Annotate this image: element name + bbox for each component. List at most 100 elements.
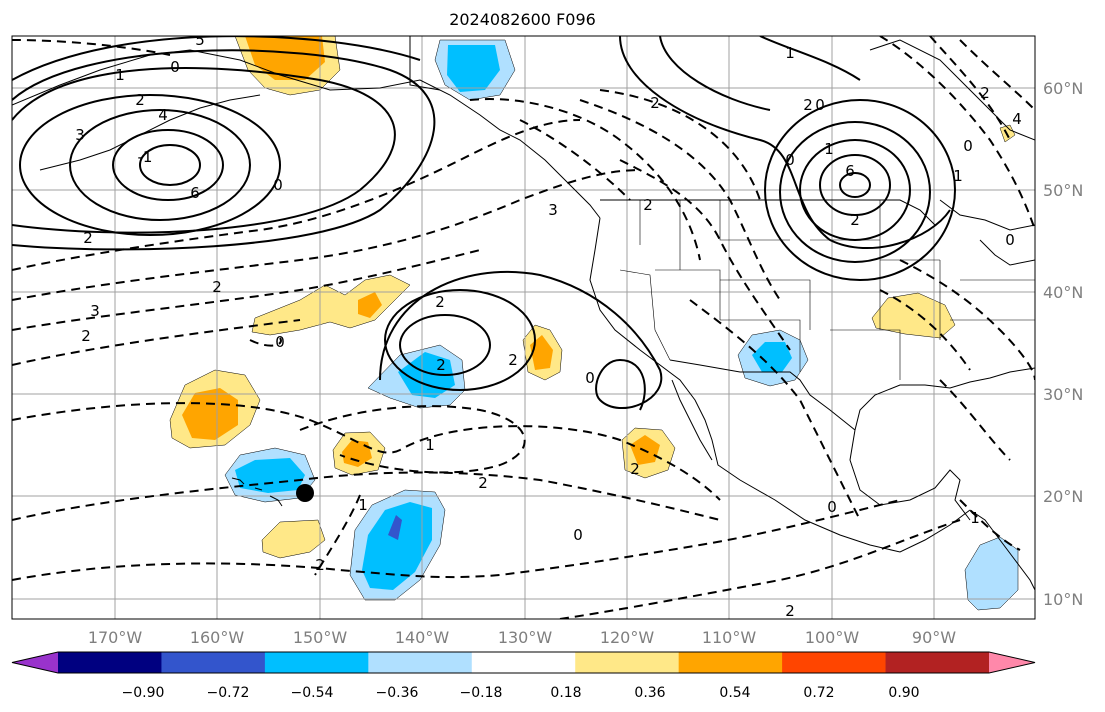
contour-positive xyxy=(619,36,951,249)
lat-label: 30°N xyxy=(1043,385,1083,404)
map-frame xyxy=(11,35,1036,620)
colorbar-tick-label: −0.90 xyxy=(122,685,165,701)
contour-negative xyxy=(12,169,641,301)
colorbar-ticks: −0.90 −0.72 −0.54 −0.36 −0.18 0.18 0.36 … xyxy=(122,685,920,701)
colorbar-extend-low xyxy=(12,652,58,673)
contour-negative xyxy=(249,337,282,347)
contour-label: 1 xyxy=(115,66,125,84)
contour-negative xyxy=(899,259,1035,381)
colorbar-extend-high xyxy=(989,652,1035,673)
colorbar-tick-label: −0.36 xyxy=(376,685,419,701)
contour-label: 2 xyxy=(630,460,640,478)
contour-label: 6 xyxy=(845,162,855,180)
contour-label: 2 xyxy=(83,229,93,247)
contour-label: 1 xyxy=(785,44,795,62)
contour-negative xyxy=(559,519,961,619)
contour-positive xyxy=(19,94,281,236)
lon-label: 110°W xyxy=(702,628,757,647)
lon-label: 130°W xyxy=(498,628,553,647)
contour-label: 2 xyxy=(212,278,222,296)
contour-negative xyxy=(959,499,1021,551)
contour-label: 0 xyxy=(963,137,973,155)
colorbar-segment xyxy=(885,652,990,673)
contour-positive xyxy=(12,49,436,251)
contour-negative xyxy=(12,499,901,581)
contour-positive xyxy=(399,314,491,376)
colorbar-segment xyxy=(575,652,680,673)
contour-label: 2 xyxy=(435,293,445,311)
contour-negative xyxy=(12,119,581,271)
contour-positive xyxy=(69,109,251,221)
storm-center-marker xyxy=(296,484,314,502)
colorbar-outline xyxy=(11,651,1036,674)
colorbar-tick-label: −0.18 xyxy=(460,685,503,701)
contour-label: 1 xyxy=(953,167,963,185)
contour-label: 2 xyxy=(785,602,795,620)
colorbar-tick-label: −0.54 xyxy=(291,685,334,701)
colorbar-segment xyxy=(368,652,473,673)
contour-negative xyxy=(939,379,1011,461)
colorbar-tick-label: 0.72 xyxy=(803,685,834,701)
contour-label: 2 xyxy=(643,196,653,214)
latitude-labels: 60°N 50°N 40°N 30°N 20°N 10°N xyxy=(1043,79,1083,609)
contour-label: 4 xyxy=(158,106,168,124)
contour-label: 0 xyxy=(275,333,285,351)
lon-label: 150°W xyxy=(293,628,348,647)
contour-label: 6 xyxy=(190,184,200,202)
contour-label: 3 xyxy=(90,302,100,320)
lon-label: 170°W xyxy=(88,628,143,647)
contour-positive xyxy=(779,121,931,263)
contour-label: 1 xyxy=(425,436,435,454)
contour-positive xyxy=(112,129,224,201)
contour-lines xyxy=(12,36,1035,619)
lon-label: 160°W xyxy=(190,628,245,647)
colorbar xyxy=(11,651,1036,674)
contour-label: 0 xyxy=(585,369,595,387)
alaska-coastline xyxy=(12,49,601,219)
colorbar-tick-label: 0.18 xyxy=(550,685,581,701)
contour-positive xyxy=(659,36,771,111)
colorbar-segment xyxy=(471,652,576,673)
contour-negative xyxy=(299,405,526,474)
contour-negative xyxy=(519,119,631,201)
colorbar-segment xyxy=(58,652,162,673)
colorbar-segment xyxy=(264,652,369,673)
contour-positive xyxy=(764,99,956,281)
colorbar-segment xyxy=(782,652,887,673)
colorbar-tick-label: 0.36 xyxy=(634,685,665,701)
contour-label: 1 xyxy=(358,496,368,514)
contour-label: 1 xyxy=(824,140,834,158)
contour-positive xyxy=(799,139,911,241)
contour-negative xyxy=(929,36,1011,141)
west-coast xyxy=(589,217,971,553)
lat-label: 40°N xyxy=(1043,283,1083,302)
lon-label: 120°W xyxy=(600,628,655,647)
contour-label: 1 xyxy=(970,509,980,527)
contour-negative xyxy=(12,249,481,331)
colorbar-tick-label: 0.90 xyxy=(888,685,919,701)
contour-label: 2 xyxy=(980,84,990,102)
contour-label: 5 xyxy=(195,31,205,49)
contour-positive xyxy=(379,270,663,411)
contour-negative xyxy=(879,36,1035,231)
colorbar-segment xyxy=(161,652,266,673)
lat-label: 60°N xyxy=(1043,79,1083,98)
hawaii-islands xyxy=(231,477,283,507)
lat-label: 20°N xyxy=(1043,487,1083,506)
lon-label: 140°W xyxy=(395,628,450,647)
contour-positive xyxy=(819,154,891,216)
contour-label: 2 xyxy=(81,327,91,345)
contour-label: 3 xyxy=(548,201,558,219)
contour-negative xyxy=(959,39,1035,111)
coastlines xyxy=(12,36,1035,591)
us-canada-border xyxy=(600,199,936,226)
contour-positive xyxy=(839,172,871,198)
contour-negative xyxy=(879,289,971,371)
contour-label: 0 xyxy=(573,526,583,544)
contour-positive xyxy=(759,36,861,81)
colorbar-tick-label: −0.72 xyxy=(207,685,250,701)
contour-label: 0 xyxy=(273,176,283,194)
contour-label: 4 xyxy=(1012,110,1022,128)
colorbar-segment xyxy=(678,652,783,673)
